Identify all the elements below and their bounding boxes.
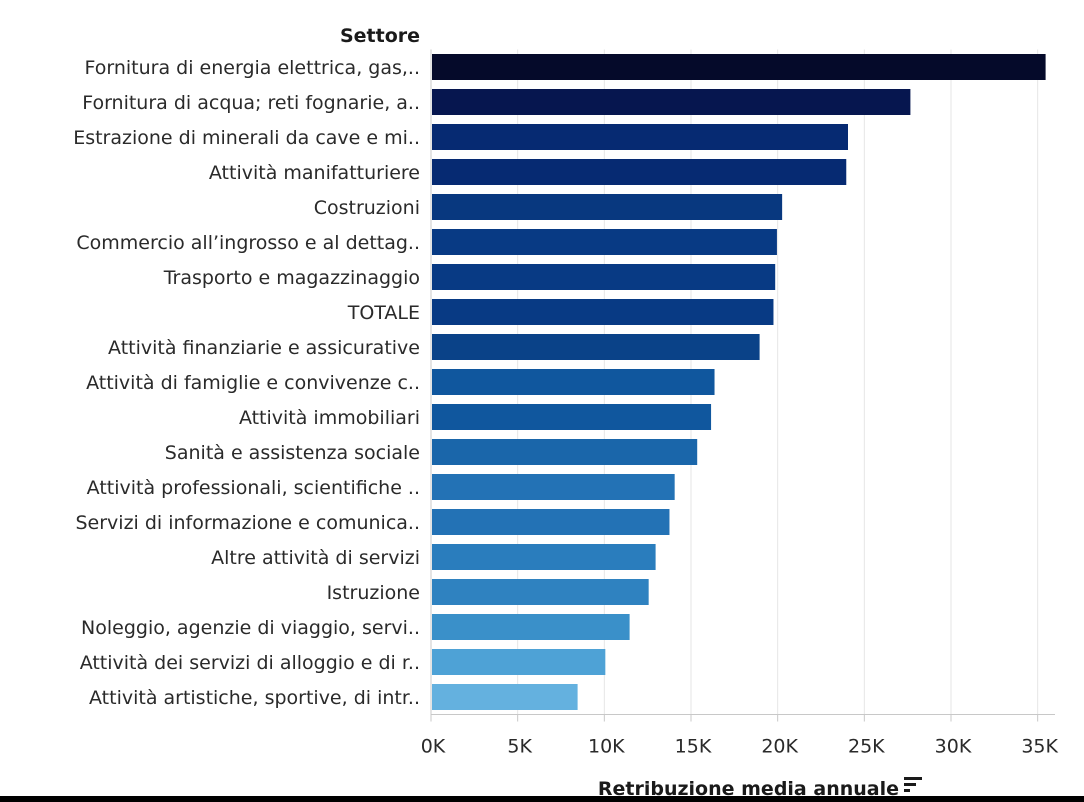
category-label: Fornitura di energia elettrica, gas,..	[85, 57, 421, 79]
bar[interactable]	[432, 334, 760, 360]
x-axis-title: Retribuzione media annuale	[598, 778, 899, 800]
bar[interactable]	[432, 89, 911, 115]
category-label: Servizi di informazione e comunica..	[75, 512, 420, 534]
bar[interactable]	[432, 229, 777, 255]
bar[interactable]	[432, 544, 656, 570]
sort-descending-icon[interactable]	[904, 777, 922, 792]
bar[interactable]	[432, 474, 675, 500]
category-label: Noleggio, agenzie di viaggio, servi..	[81, 617, 420, 639]
category-label: Attività professionali, scientifiche ..	[87, 477, 420, 499]
bar[interactable]	[432, 614, 630, 640]
bar[interactable]	[432, 649, 606, 675]
x-tick-label: 20K	[761, 736, 798, 758]
bar[interactable]	[432, 439, 698, 465]
bar[interactable]	[432, 369, 715, 395]
x-tick-label: 25K	[848, 736, 885, 758]
category-label: Altre attività di servizi	[211, 547, 420, 569]
category-label: Attività artistiche, sportive, di intr..	[89, 687, 420, 709]
bar[interactable]	[432, 264, 776, 290]
bar[interactable]	[432, 299, 774, 325]
category-label: Fornitura di acqua; reti fognarie, a..	[82, 92, 420, 114]
bars	[432, 54, 1046, 710]
x-axis: 0K 5K 10K 15K 20K 25K 30K 35K	[421, 49, 1059, 758]
category-label: Sanità e assistenza sociale	[165, 442, 420, 464]
bar[interactable]	[432, 159, 847, 185]
category-label: Attività manifatturiere	[209, 162, 420, 184]
bar[interactable]	[432, 124, 848, 150]
x-tick-label: 10K	[588, 736, 625, 758]
category-label: TOTALE	[347, 302, 420, 324]
bar[interactable]	[432, 509, 670, 535]
x-tick-label: 35K	[1021, 736, 1058, 758]
bar[interactable]	[432, 579, 649, 605]
x-tick-label: 5K	[507, 736, 532, 758]
category-label: Costruzioni	[314, 197, 420, 219]
category-label: Estrazione di minerali da cave e mi..	[73, 127, 420, 149]
category-label: Trasporto e magazzinaggio	[163, 267, 420, 289]
bar[interactable]	[432, 54, 1046, 80]
category-label: Attività immobiliari	[239, 407, 420, 429]
category-label: Commercio all’ingrosso e al dettag..	[76, 232, 420, 254]
category-label: Istruzione	[327, 582, 420, 604]
bar[interactable]	[432, 194, 783, 220]
category-label: Attività dei servizi di alloggio e di r.…	[80, 652, 420, 674]
bar[interactable]	[432, 404, 712, 430]
category-label: Attività di famiglie e convivenze c..	[86, 372, 420, 394]
x-tick-label: 30K	[935, 736, 972, 758]
y-axis-title: Settore	[340, 25, 420, 47]
bar[interactable]	[432, 684, 578, 710]
x-tick-label: 0K	[421, 736, 446, 758]
category-label: Attività finanziarie e assicurative	[108, 337, 420, 359]
x-tick-label: 15K	[675, 736, 712, 758]
category-labels: Fornitura di energia elettrica, gas,.. Fo…	[73, 57, 420, 709]
window-bottom-edge	[0, 796, 1084, 802]
